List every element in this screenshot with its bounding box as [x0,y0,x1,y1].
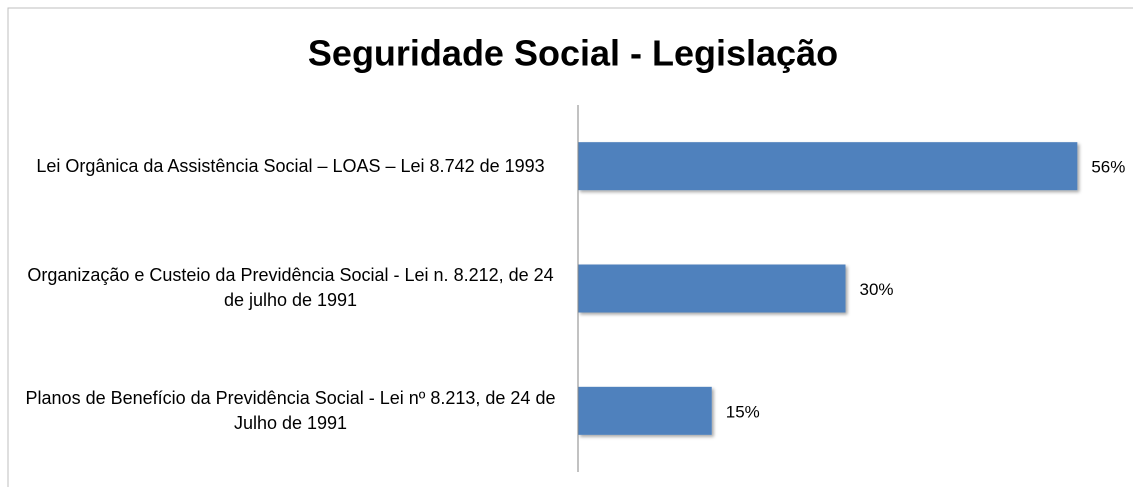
bar [578,142,1078,191]
value-label: 15% [726,402,760,421]
chart-border [7,7,1133,487]
value-label: 56% [1091,158,1125,177]
chart-title: Seguridade Social - Legislação [308,33,838,74]
y-tick-label: Planos de Benefício da Previdência Socia… [25,387,556,433]
value-label: 30% [860,280,894,299]
bar [578,386,712,435]
bar [578,264,846,313]
y-tick-label: Organização e Custeio da Previdência Soc… [27,265,554,311]
y-tick-label: Lei Orgânica da Assistência Social – LOA… [36,155,545,176]
